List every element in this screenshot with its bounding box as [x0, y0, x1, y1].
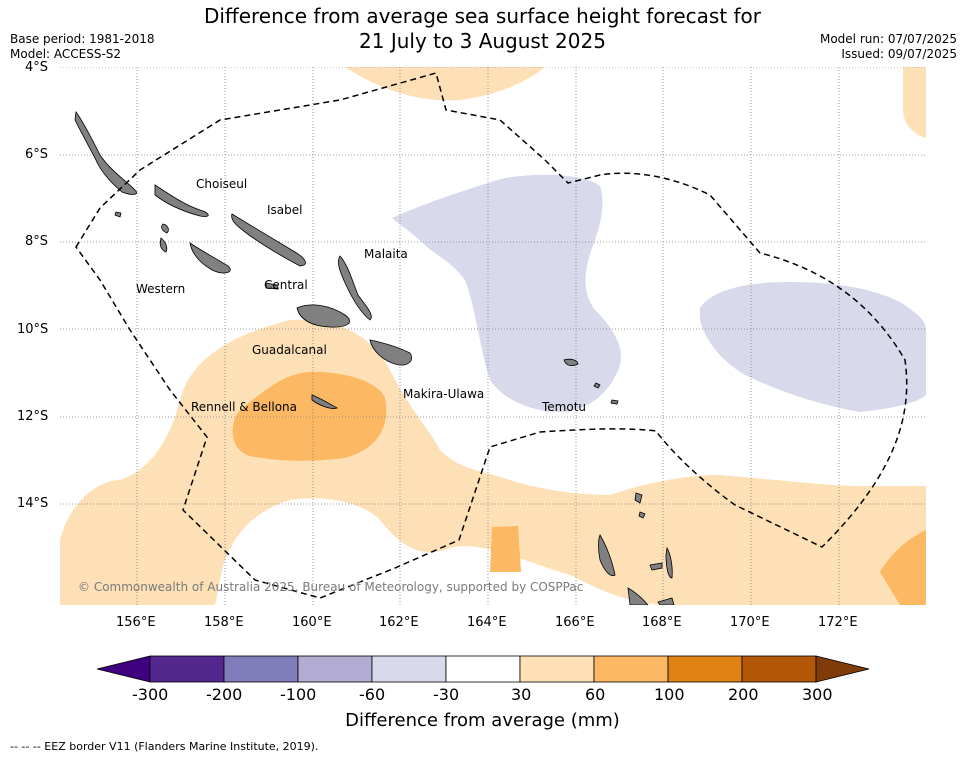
copyright-notice: © Commonwealth of Australia 2025, Bureau…: [78, 580, 584, 594]
colorbar-segment: [371, 655, 447, 683]
issued-label: Issued: 09/07/2025: [841, 47, 957, 61]
colorbar-extend-high: [815, 655, 870, 683]
colorbar-tick: -100: [280, 685, 317, 704]
graticule: [60, 67, 926, 605]
colorbar-segment: [297, 655, 373, 683]
lon-label-170e: 170°E: [730, 615, 770, 630]
lon-label-162e: 162°E: [379, 615, 419, 630]
colorbar-tick: -30: [433, 685, 460, 704]
colorbar-tick: -60: [359, 685, 386, 704]
place-label-western: Western: [136, 282, 186, 296]
lon-label-160e: 160°E: [292, 615, 332, 630]
colorbar-tick: 30: [511, 685, 532, 704]
colorbar: [96, 655, 870, 683]
lon-label-156e: 156°E: [116, 615, 156, 630]
colorbar-tick: 100: [654, 685, 685, 704]
colorbar-tick: 60: [585, 685, 606, 704]
lat-label-4s: 4°S: [25, 60, 49, 75]
colorbar-tick: -200: [206, 685, 243, 704]
lon-label-164e: 164°E: [467, 615, 507, 630]
place-label-isabel: Isabel: [267, 203, 303, 217]
eez-border: [75, 72, 908, 599]
anomaly-60-100: [232, 371, 926, 605]
colorbar-title: Difference from average (mm): [345, 710, 620, 731]
lat-label-6s: 6°S: [25, 147, 49, 162]
title-line-2: 21 July to 3 August 2025: [359, 29, 606, 53]
place-label-guadalcanal: Guadalcanal: [252, 343, 327, 357]
colorbar-segment: [741, 655, 817, 683]
base-period-label: Base period: 1981-2018: [10, 32, 155, 46]
colorbar-segment: [519, 655, 595, 683]
lat-label-12s: 12°S: [17, 409, 49, 424]
colorbar-segment: [667, 655, 743, 683]
model-run-label: Model run: 07/07/2025: [819, 32, 957, 46]
lat-label-8s: 8°S: [25, 234, 49, 249]
colorbar-extend-low: [96, 655, 151, 683]
anomaly-neg30-neg60: [392, 174, 926, 412]
lat-label-10s: 10°S: [17, 322, 49, 337]
lon-label-158e: 158°E: [204, 615, 244, 630]
place-label-makira-ulawa: Makira-Ulawa: [403, 387, 485, 401]
model-label: Model: ACCESS-S2: [10, 47, 122, 61]
place-label-central: Central: [264, 278, 308, 292]
chart-title: Difference from average sea surface heig…: [0, 4, 965, 54]
eez-border-note: -- -- -- EEZ border V11 (Flanders Marine…: [10, 740, 319, 753]
lon-label-168e: 168°E: [642, 615, 682, 630]
lat-label-14s: 14°S: [17, 496, 49, 511]
place-label-malaita: Malaita: [364, 247, 408, 261]
lon-label-172e: 172°E: [818, 615, 858, 630]
colorbar-tick: 300: [802, 685, 833, 704]
place-label-rennell-bellona: Rennell & Bellona: [191, 400, 298, 414]
lon-label-166e: 166°E: [555, 615, 595, 630]
colorbar-tick: 200: [728, 685, 759, 704]
place-label-choiseul: Choiseul: [196, 177, 248, 191]
colorbar-segment: [593, 655, 669, 683]
colorbar-segment: [445, 655, 521, 683]
colorbar-tick: -300: [132, 685, 169, 704]
colorbar-segment: [149, 655, 225, 683]
place-label-temotu: Temotu: [542, 400, 587, 414]
land-islands: [74, 110, 675, 605]
meta-right: Model run: 07/07/2025 Issued: 09/07/2025: [820, 32, 957, 62]
colorbar-segment: [223, 655, 299, 683]
forecast-map: [60, 67, 926, 605]
title-line-1: Difference from average sea surface heig…: [203, 4, 762, 28]
meta-left: Base period: 1981-2018 Model: ACCESS-S2: [10, 32, 155, 62]
